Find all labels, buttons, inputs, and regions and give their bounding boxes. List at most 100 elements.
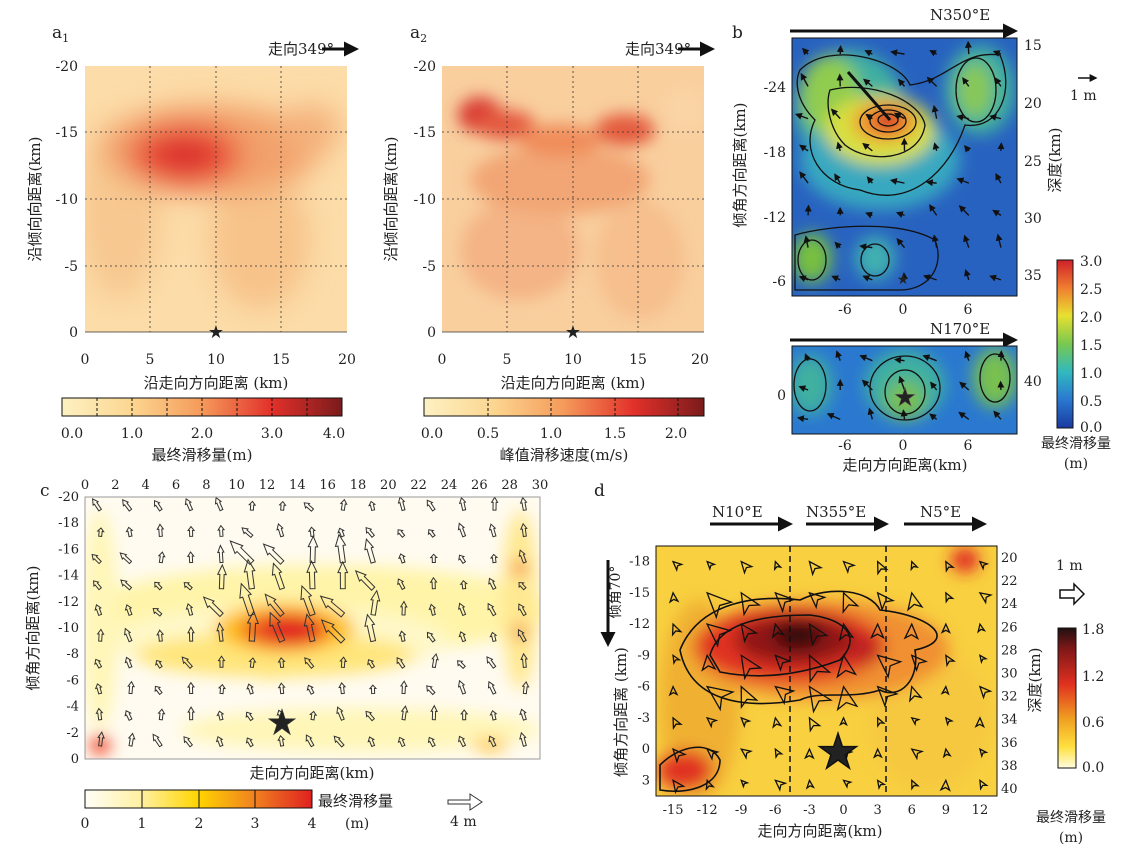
slip-vector-b xyxy=(932,142,940,152)
slip-vector-d xyxy=(978,560,990,571)
slip-vector-c xyxy=(95,707,104,721)
depth-label-b: 深度(km) xyxy=(1046,127,1064,192)
slip-vector-c xyxy=(187,525,196,537)
cbtick-b-6: 3.0 xyxy=(1080,254,1102,270)
slip-vector-c xyxy=(94,604,103,617)
ytick-d-3: -9 xyxy=(637,648,650,663)
slip-vector-c xyxy=(187,706,195,721)
slip-vector-d xyxy=(939,778,951,792)
slip-vector-b xyxy=(959,381,970,391)
slip-vector-d xyxy=(706,560,717,571)
ytick-c-0: -20 xyxy=(58,490,79,505)
slip-vector-d xyxy=(740,560,754,575)
slip-vector-b xyxy=(898,375,906,391)
slip-vector-c xyxy=(120,579,133,591)
slip-vector-b xyxy=(900,272,908,280)
cbtick-a2-2: 1.0 xyxy=(540,426,562,442)
panel-c: c ★ 0 2 4 6 8 10 12 14 16 18 20 22 xyxy=(24,478,548,832)
slip-vector-c xyxy=(490,497,499,511)
slip-vector-c xyxy=(157,551,166,564)
cbtick-d-1: 0.6 xyxy=(1082,715,1104,731)
cbtick-b-5: 2.5 xyxy=(1080,282,1102,298)
depth-tick-d-2: 24 xyxy=(1001,597,1018,612)
slip-vector-c xyxy=(202,596,224,618)
slip-vector-d xyxy=(911,778,920,791)
slip-vector-c xyxy=(365,710,376,722)
cbtick-d-3: 1.8 xyxy=(1082,622,1104,638)
slip-vector-c xyxy=(320,619,346,644)
ytick-b-1: -18 xyxy=(763,145,786,161)
slip-vector-c xyxy=(460,709,469,721)
xtick-b-1: 0 xyxy=(899,302,908,318)
slip-vector-c xyxy=(397,736,406,748)
slip-vector-d xyxy=(979,778,989,791)
ytick-a1-2: -10 xyxy=(55,192,78,208)
slip-vector-d xyxy=(978,591,993,605)
slip-vector-b xyxy=(929,413,938,421)
slip-vector-c xyxy=(458,497,467,512)
slip-vector-b xyxy=(995,172,1002,184)
xtick-a1-0: 0 xyxy=(81,352,90,368)
slip-vector-d xyxy=(876,654,903,679)
segment-label-d-1: N355°E xyxy=(806,503,866,521)
depth-tick-b-2: 25 xyxy=(1024,154,1042,170)
segment-label-d-0: N10°E xyxy=(712,503,763,521)
slip-vector-b xyxy=(958,411,970,420)
slip-vector-c xyxy=(216,710,225,721)
slip-vector-c xyxy=(245,737,254,748)
peak-slip-vector-b xyxy=(846,71,892,121)
slip-vector-d xyxy=(839,716,848,727)
slip-vector-c xyxy=(124,656,133,669)
hypocenter-a2: ★ xyxy=(565,322,581,343)
slip-vector-c xyxy=(243,558,256,590)
colorbar-unit-b: (m) xyxy=(1064,456,1088,472)
slip-vector-c xyxy=(155,659,163,669)
xtick-d-8: 9 xyxy=(942,803,950,818)
slip-vector-c xyxy=(426,631,436,643)
slip-vector-c xyxy=(306,684,315,695)
cbtick-a2-0: 0.0 xyxy=(421,426,443,442)
xlabel-b: 走向方向距离(km) xyxy=(842,456,967,474)
panel-label-b: b xyxy=(732,23,743,43)
slip-vector-c xyxy=(124,710,133,722)
slip-vector-b xyxy=(798,385,809,393)
xtick-c-13: 26 xyxy=(471,478,488,493)
xtick-a2-3: 15 xyxy=(629,352,647,368)
slip-vector-d xyxy=(740,654,763,681)
slip-vector-c xyxy=(458,602,467,617)
colorbar-label-a2: 峰值滑移速度(m/s) xyxy=(500,446,629,464)
slip-vector-b xyxy=(964,350,971,361)
slip-vector-c xyxy=(262,543,285,565)
slip-vector-d xyxy=(805,778,816,790)
slip-vector-c xyxy=(486,656,497,669)
slip-vector-b xyxy=(834,241,842,250)
slip-vector-c xyxy=(216,622,225,642)
slip-vector-d xyxy=(772,716,783,729)
depth-tick-d-9: 38 xyxy=(1001,759,1018,774)
slip-vector-d xyxy=(705,623,733,648)
slip-vector-d xyxy=(808,560,824,577)
xlabel-d: 走向方向距离(km) xyxy=(757,822,882,840)
xtick-c-2: 4 xyxy=(142,478,150,493)
xlabel-c: 走向方向距离(km) xyxy=(249,764,374,782)
slip-vector-d xyxy=(903,622,920,640)
slip-vector-c xyxy=(277,657,286,669)
slip-vector-c xyxy=(152,733,163,748)
slip-vector-d xyxy=(705,716,719,729)
slip-vector-b xyxy=(922,354,937,362)
slip-vector-c xyxy=(94,683,103,695)
slip-vector-b xyxy=(926,76,938,87)
slip-vector-b xyxy=(989,114,1002,121)
slip-vector-b xyxy=(866,176,874,184)
depth-tick-d-3: 26 xyxy=(1001,620,1018,635)
slip-vector-d xyxy=(872,747,883,759)
depth-tick-d-10: 40 xyxy=(1001,782,1018,797)
slip-vector-b xyxy=(964,269,971,281)
depth-tick-b-0: 15 xyxy=(1024,38,1042,54)
ytick-d-2: -12 xyxy=(629,617,650,632)
depth-tick-d-7: 34 xyxy=(1001,713,1018,728)
slip-vector-d xyxy=(842,560,857,575)
arrow-scale-label-d: 1 m xyxy=(1056,558,1083,574)
slip-vector-b xyxy=(865,113,873,121)
slip-vector-c xyxy=(91,553,102,565)
